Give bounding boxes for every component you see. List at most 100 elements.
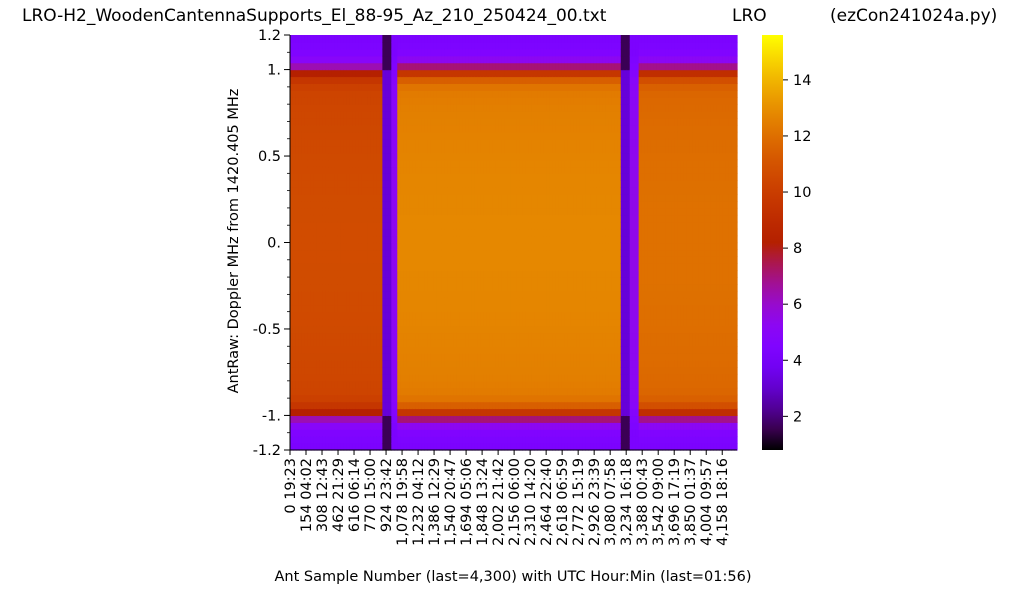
heatmap-cell <box>507 429 512 437</box>
heatmap-cell <box>370 249 375 257</box>
heatmap-cell <box>439 83 443 91</box>
heatmap-cell <box>480 76 485 85</box>
heatmap-cell <box>373 367 378 375</box>
heatmap-cell <box>290 83 294 91</box>
heatmap-cell <box>373 131 378 140</box>
heatmap-cell <box>474 422 479 430</box>
heatmap-cell <box>325 35 330 43</box>
heatmap-cell <box>501 353 506 361</box>
heatmap-cell <box>507 256 512 264</box>
heatmap-cell <box>495 360 500 368</box>
heatmap-cell <box>352 145 357 154</box>
heatmap-cell <box>379 408 383 417</box>
heatmap-cell <box>504 422 509 430</box>
heatmap-cell <box>468 436 473 444</box>
heatmap-cell <box>439 118 443 126</box>
heatmap-cell <box>474 228 479 237</box>
heatmap-cell <box>376 62 380 71</box>
heatmap-cell <box>316 304 321 313</box>
heatmap-cell <box>447 111 452 119</box>
heatmap-cell <box>364 214 369 223</box>
heatmap-cell <box>373 325 378 334</box>
heatmap-cell <box>462 270 467 278</box>
heatmap-cell <box>328 104 333 112</box>
heatmap-cell <box>319 422 324 430</box>
heatmap-cell <box>397 401 401 410</box>
heatmap-cell <box>519 270 524 278</box>
heatmap-cell <box>450 41 455 50</box>
heatmap-cell <box>427 249 431 257</box>
heatmap-cell <box>492 325 497 334</box>
heatmap-cell <box>352 380 357 389</box>
heatmap-cell <box>436 35 440 43</box>
heatmap-cell <box>462 207 467 216</box>
heatmap-cell <box>358 221 363 230</box>
heatmap-cell <box>444 270 449 278</box>
heatmap-cell <box>361 346 366 354</box>
heatmap-cell <box>474 111 479 119</box>
heatmap-cell <box>465 207 470 216</box>
heatmap-cell <box>516 346 521 354</box>
heatmap-cell <box>400 166 404 174</box>
heatmap-cell <box>376 360 380 368</box>
heatmap-cell <box>480 401 485 410</box>
heatmap-cell <box>358 270 363 278</box>
heatmap-cell <box>456 360 461 368</box>
heatmap-cell <box>340 290 345 299</box>
heatmap-cell <box>525 131 529 140</box>
heatmap-cell <box>403 318 407 327</box>
heatmap-cell <box>376 332 380 340</box>
heatmap-cell <box>313 41 318 50</box>
heatmap-cell <box>319 159 324 168</box>
heatmap-cell <box>316 187 321 195</box>
heatmap-cell <box>355 346 360 354</box>
heatmap-cell <box>343 173 348 181</box>
heatmap-cell <box>528 242 532 251</box>
heatmap-cell <box>376 373 380 382</box>
heatmap-cell <box>290 76 294 85</box>
heatmap-cell <box>531 221 535 230</box>
heatmap-cell <box>295 367 300 375</box>
heatmap-cell <box>406 277 410 285</box>
heatmap-cell <box>477 221 482 230</box>
heatmap-cell <box>352 443 357 451</box>
heatmap-cell <box>421 97 425 105</box>
heatmap-cell <box>522 401 527 410</box>
heatmap-cell <box>450 373 455 382</box>
heatmap-cell <box>313 138 318 147</box>
heatmap-cell <box>468 284 473 292</box>
heatmap-cell <box>349 62 354 71</box>
heatmap-cell <box>444 339 449 347</box>
heatmap-cell <box>441 76 446 85</box>
heatmap-cell <box>337 48 342 57</box>
heatmap-cell <box>340 76 345 85</box>
heatmap-cell <box>531 214 535 223</box>
heatmap-cell <box>355 90 360 98</box>
heatmap-cell <box>298 187 303 195</box>
heatmap-cell <box>525 436 529 444</box>
heatmap-cell <box>376 69 380 78</box>
heatmap-cell <box>447 373 452 382</box>
heatmap-cell <box>424 367 428 375</box>
heatmap-cell <box>498 401 503 410</box>
heatmap-cell <box>391 304 395 313</box>
heatmap-cell <box>301 270 306 278</box>
heatmap-cell <box>430 235 434 244</box>
heatmap-cell <box>525 180 529 188</box>
heatmap-cell <box>364 373 369 382</box>
heatmap-cell <box>334 41 339 50</box>
heatmap-cell <box>343 41 348 50</box>
heatmap-cell <box>334 387 339 396</box>
heatmap-cell <box>534 387 538 396</box>
heatmap-cell <box>462 187 467 195</box>
heatmap-cell <box>421 48 425 57</box>
heatmap-cell <box>447 187 452 195</box>
heatmap-cell <box>343 408 348 417</box>
heatmap-cell <box>462 373 467 382</box>
heatmap-cell <box>441 249 446 257</box>
heatmap-cell <box>352 284 357 292</box>
heatmap-cell <box>441 346 446 354</box>
heatmap-cell <box>403 35 407 43</box>
heatmap-cell <box>343 339 348 347</box>
